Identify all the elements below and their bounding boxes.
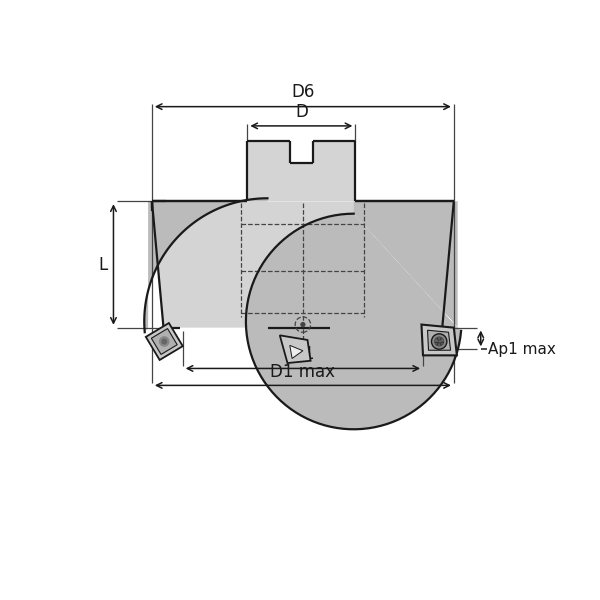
Text: D1 max: D1 max [271, 363, 335, 381]
Circle shape [160, 337, 169, 346]
Text: L: L [98, 256, 107, 274]
Polygon shape [247, 141, 355, 202]
Circle shape [162, 339, 167, 344]
Text: Ap1 max: Ap1 max [488, 341, 556, 356]
Polygon shape [144, 198, 268, 332]
Text: D: D [295, 103, 308, 121]
Text: D1: D1 [291, 345, 314, 363]
Polygon shape [421, 325, 457, 355]
Polygon shape [290, 346, 303, 358]
Text: D6: D6 [291, 83, 314, 101]
Polygon shape [428, 330, 451, 350]
Polygon shape [280, 335, 311, 363]
Polygon shape [146, 323, 183, 360]
Circle shape [434, 337, 444, 346]
Circle shape [431, 334, 447, 349]
Polygon shape [151, 329, 177, 355]
Circle shape [301, 323, 305, 326]
Polygon shape [246, 202, 461, 429]
Polygon shape [152, 202, 454, 328]
